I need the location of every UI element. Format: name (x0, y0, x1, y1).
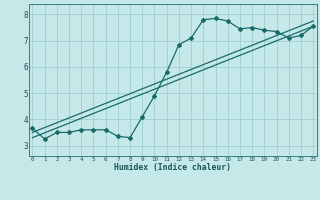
X-axis label: Humidex (Indice chaleur): Humidex (Indice chaleur) (114, 163, 231, 172)
